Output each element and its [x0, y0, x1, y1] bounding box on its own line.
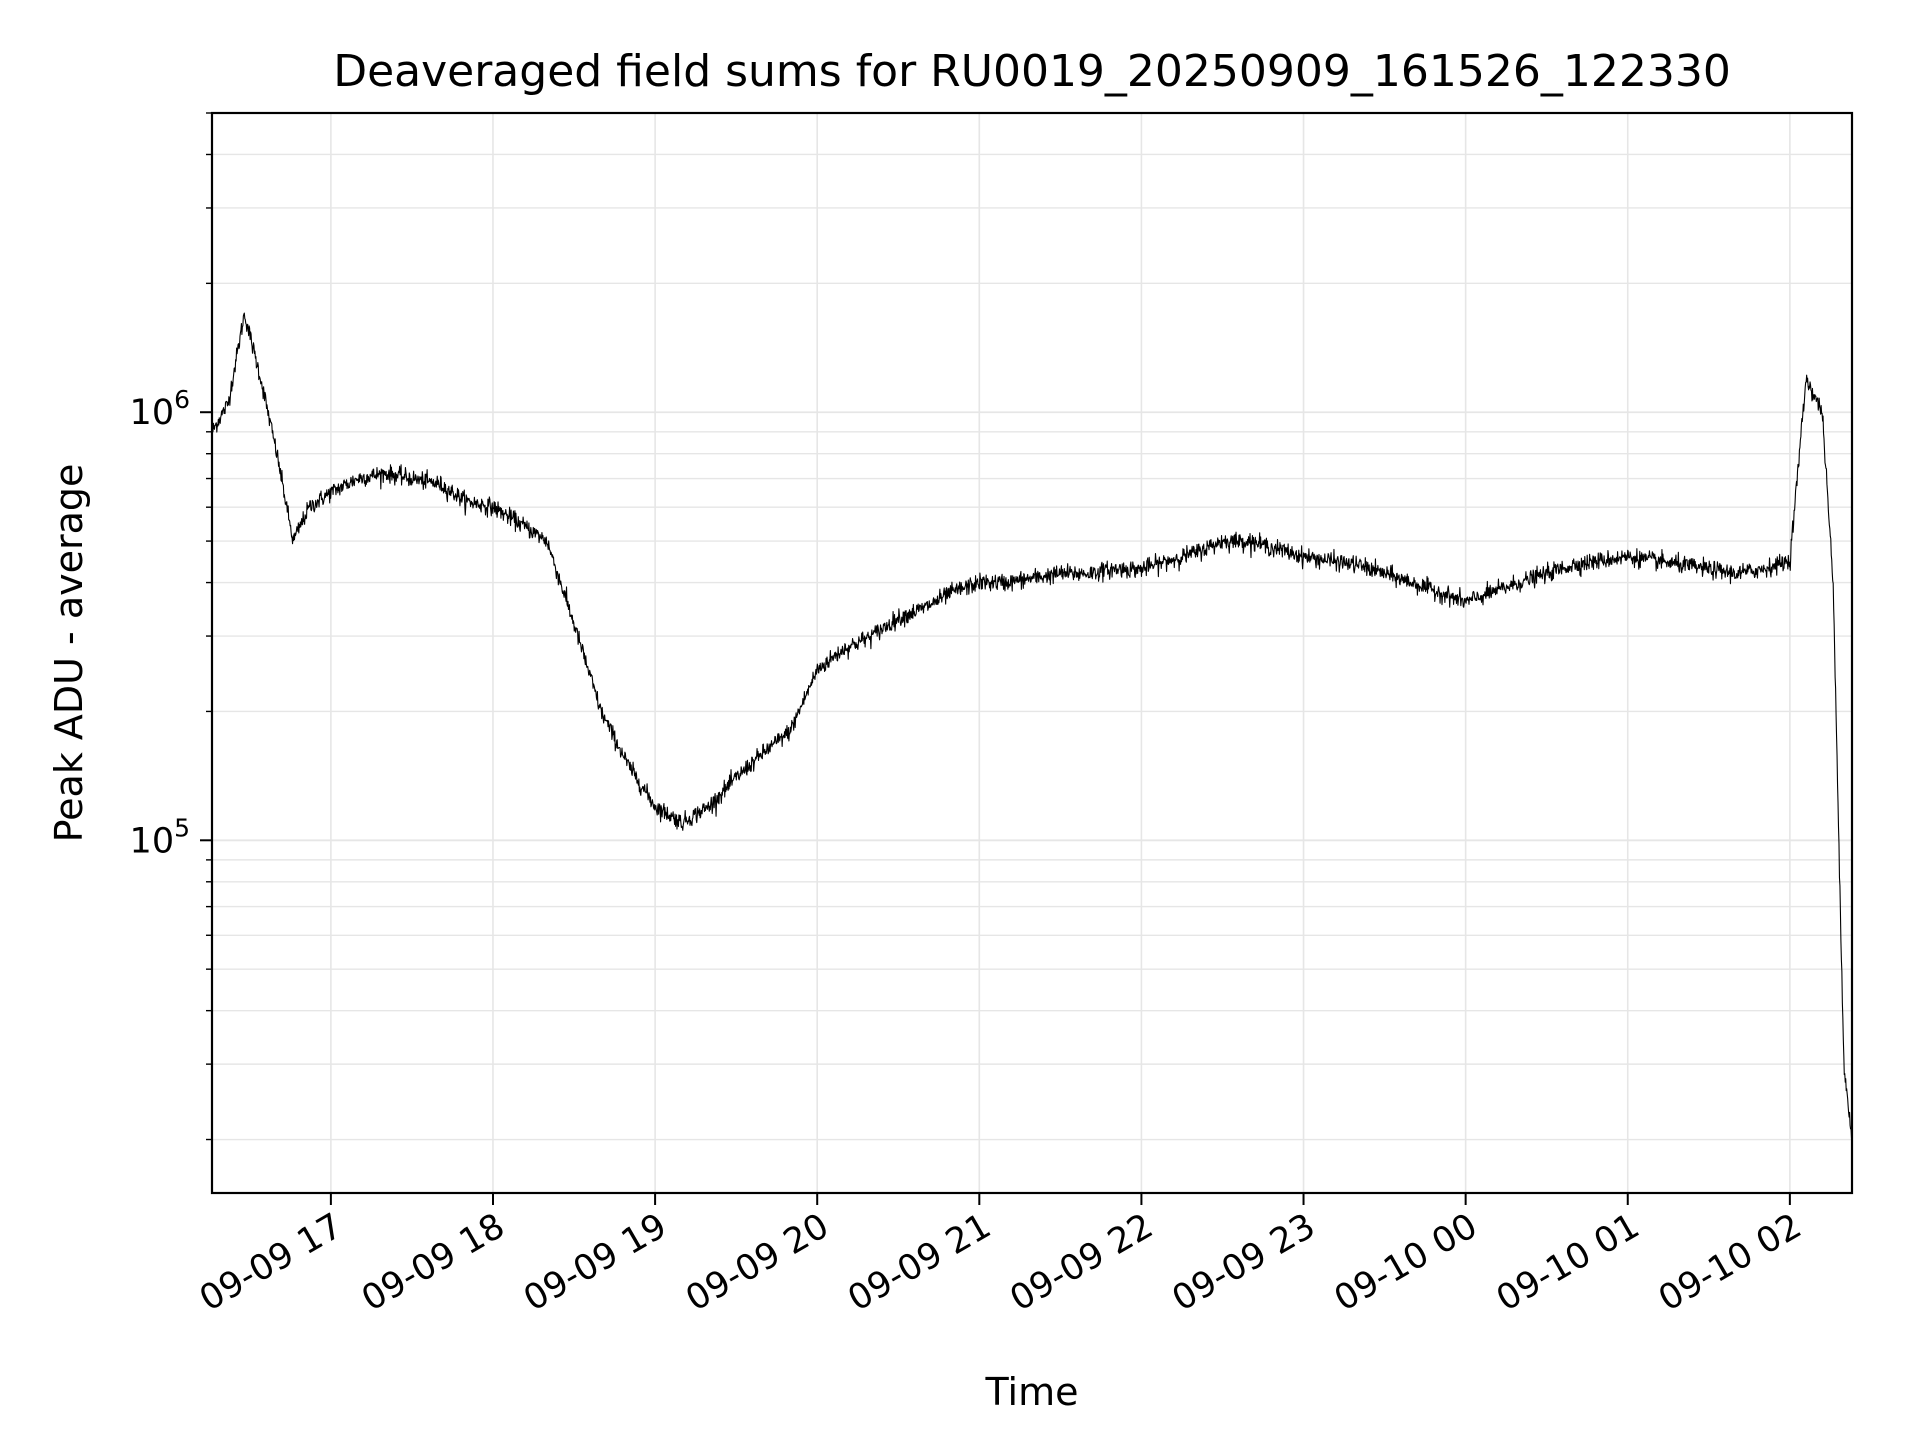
y-axis-label: Peak ADU - average — [47, 464, 91, 843]
data-series-line — [211, 312, 1853, 1140]
grid — [212, 112, 1852, 1193]
x-axis-label: Time — [985, 1370, 1079, 1414]
y-tick-label: 105 — [130, 813, 190, 861]
chart-title: Deaveraged field sums for RU0019_2025090… — [333, 46, 1731, 97]
y-tick-label: 106 — [130, 385, 190, 433]
plot-frame — [210, 111, 1854, 1195]
